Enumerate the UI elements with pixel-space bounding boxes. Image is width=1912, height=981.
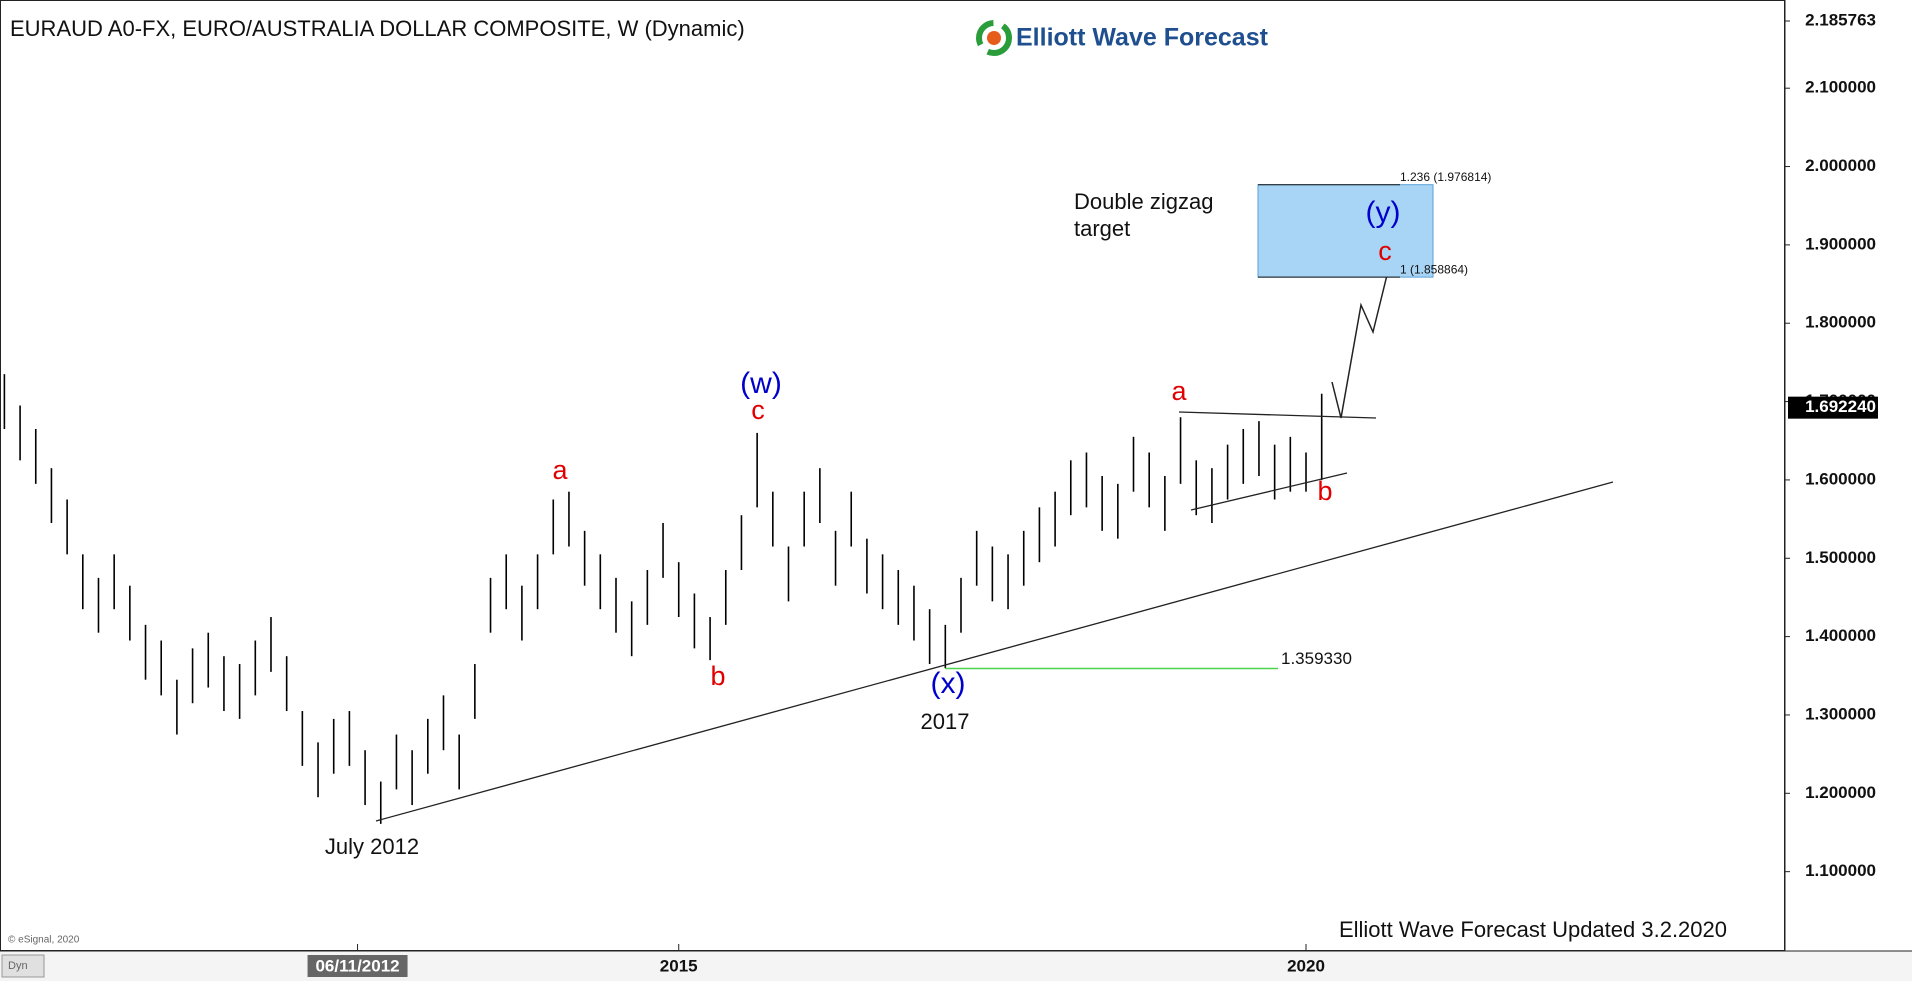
triangle-upper — [1178, 411, 1377, 419]
x-tick-highlight — [307, 955, 408, 977]
date-label: 2017 — [921, 709, 970, 734]
wave-label: c — [1378, 236, 1392, 266]
corner-label: Dyn — [8, 960, 28, 972]
x-tick-label: 2015 — [660, 956, 698, 975]
y-tick-label: 2.000000 — [1805, 156, 1876, 175]
fib-label: 1 (1.858864) — [1400, 262, 1468, 276]
footer: Elliott Wave Forecast Updated 3.2.2020 — [1339, 917, 1727, 942]
wave-label: a — [552, 455, 568, 485]
wave-label: (x) — [931, 667, 966, 700]
wave-label: c — [751, 395, 765, 425]
target-label: target — [1074, 216, 1130, 241]
logo-icon — [987, 31, 1001, 45]
date-label: July 2012 — [325, 834, 419, 859]
target-label: Double zigzag — [1074, 189, 1213, 214]
y-tick-label: 2.100000 — [1805, 78, 1876, 97]
wave-label: a — [1171, 376, 1187, 406]
levels: 1.236 (1.976814) 1 (1.858864) 1.359330 — [945, 170, 1491, 670]
y-tick-label: 1.400000 — [1805, 626, 1876, 645]
logo-icon — [976, 20, 1012, 56]
x-tick-label: 06/11/2012 — [315, 956, 399, 975]
y-tick-label: 1.800000 — [1805, 313, 1876, 332]
ticks — [357, 20, 1790, 950]
y-tick-label: 1.200000 — [1805, 783, 1876, 802]
triangle-lower — [1190, 472, 1348, 511]
wave-label: (y) — [1366, 196, 1401, 229]
y-tick-label: 2.185763 — [1805, 10, 1876, 29]
last-price-label: 1.692240 — [1805, 397, 1876, 416]
wave-label: (w) — [740, 367, 782, 400]
x-tick-label: 2020 — [1287, 956, 1325, 975]
projection-path — [1331, 270, 1389, 419]
y-tick-label: 1.600000 — [1805, 469, 1876, 488]
x-axis-strip — [0, 951, 1912, 981]
y-tick-label: 1.100000 — [1805, 861, 1876, 880]
logo: Elliott Wave Forecast — [976, 20, 1269, 56]
plot-frame — [0, 0, 1785, 951]
corner-box — [1, 954, 45, 978]
chart-title: EURAUD A0-FX, EURO/AUSTRALIA DOLLAR COMP… — [10, 16, 745, 41]
y-tick-label: 1.500000 — [1805, 548, 1876, 567]
fib-label: 1.236 (1.976814) — [1400, 170, 1491, 184]
support-label: 1.359330 — [1281, 649, 1352, 668]
last-price-box — [1788, 396, 1878, 419]
credit: © eSignal, 2020 — [8, 935, 80, 946]
logo-text: Elliott Wave Forecast — [1016, 24, 1269, 52]
trendline — [375, 481, 1614, 822]
y-tick-label: 1.300000 — [1805, 704, 1876, 723]
y-tick-label: 1.900000 — [1805, 234, 1876, 253]
target-box — [1257, 184, 1434, 278]
wave-label: b — [1317, 476, 1332, 506]
price-bars — [3, 374, 1323, 824]
wave-label: b — [710, 661, 725, 691]
